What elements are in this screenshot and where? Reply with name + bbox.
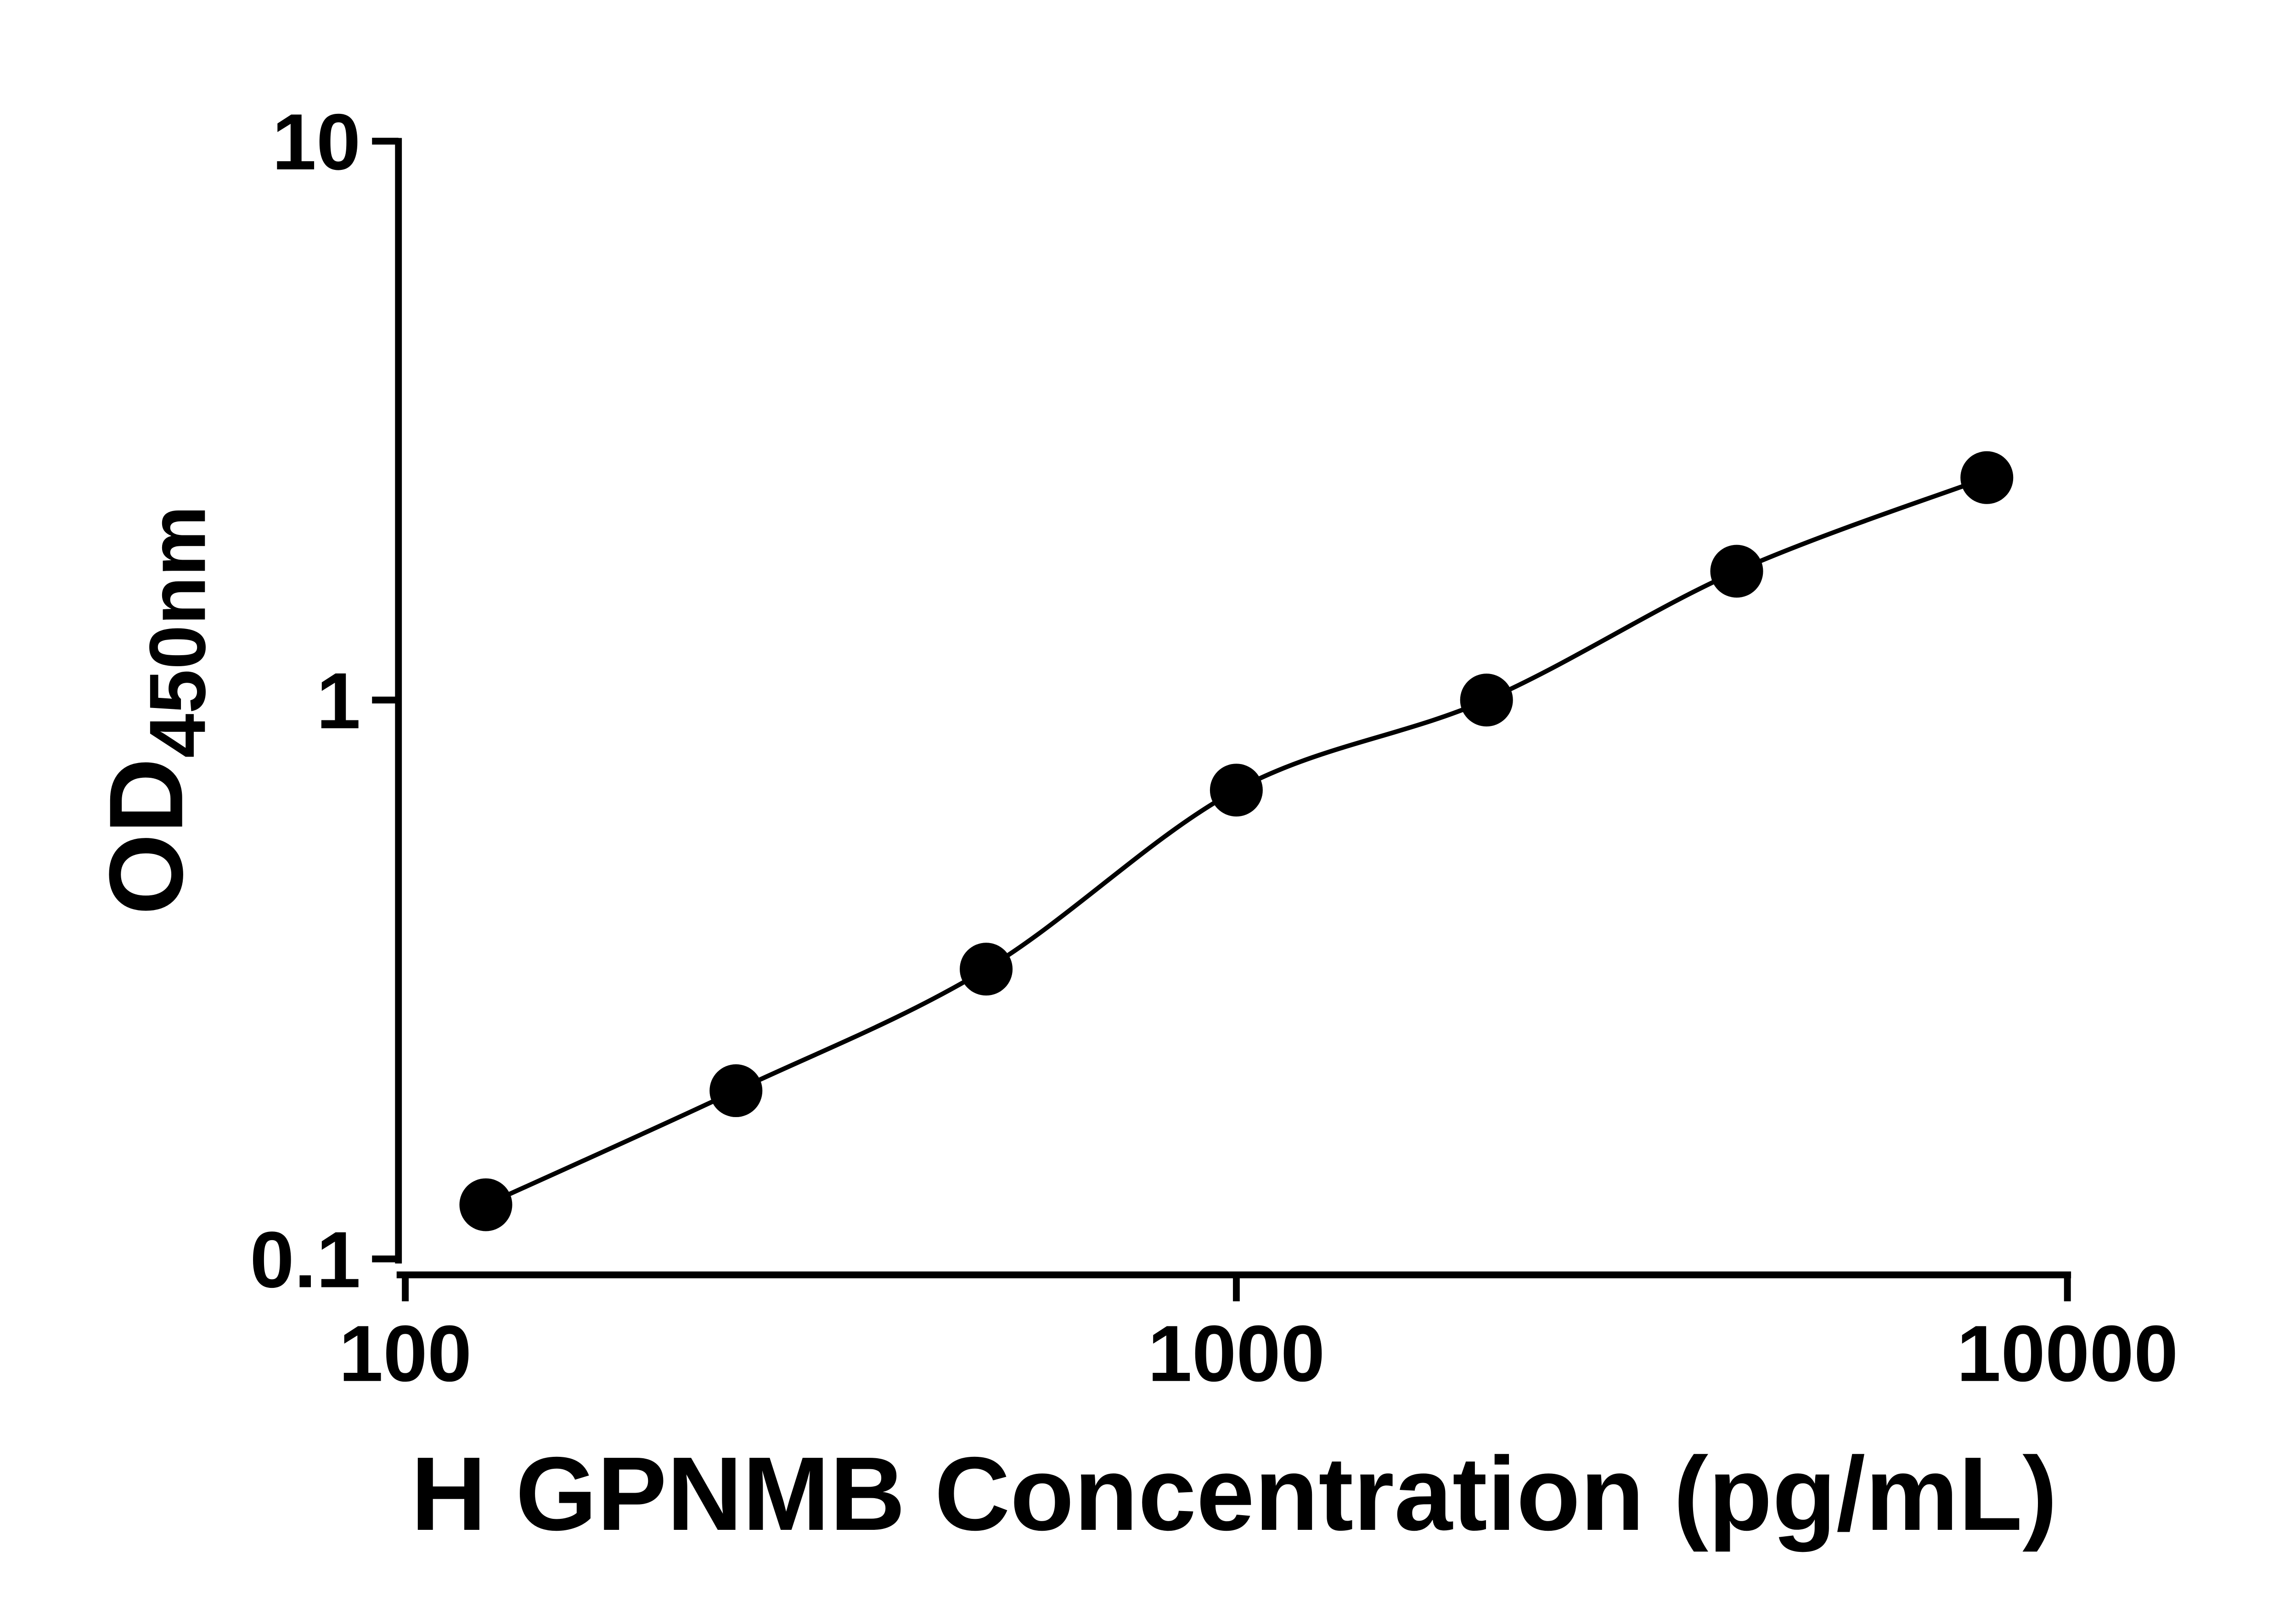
standard-curve-series <box>459 451 2014 1231</box>
y-tick-label: 10 <box>272 97 360 186</box>
y-tick-label: 1 <box>316 656 361 745</box>
data-point <box>960 943 1013 996</box>
x-tick-label: 1000 <box>1148 1309 1325 1398</box>
x-axis-title: H GPNMB Concentration (pg/mL) <box>411 1436 2058 1552</box>
data-point <box>1710 545 1763 598</box>
data-point <box>1210 764 1263 817</box>
data-point <box>1460 674 1513 727</box>
y-axis-title-main: OD <box>88 758 205 915</box>
data-point <box>459 1178 512 1231</box>
y-tick-label: 0.1 <box>250 1215 360 1304</box>
x-tick-label: 10000 <box>1957 1309 2178 1398</box>
y-axis-title: OD450nm <box>88 506 222 915</box>
x-tick-label: 100 <box>339 1309 472 1398</box>
data-point <box>709 1064 763 1118</box>
y-axis-title-subscript: 450nm <box>133 506 222 758</box>
data-point <box>1960 451 2014 504</box>
axes: 0.1 1 10 100 1000 10000 <box>250 97 2178 1398</box>
